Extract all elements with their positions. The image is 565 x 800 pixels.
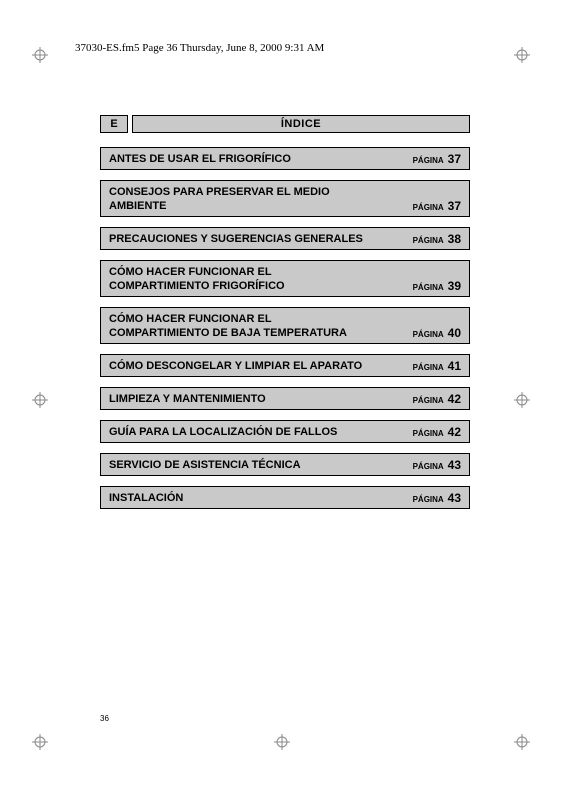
entry-page-ref: PÁGINA 39 — [413, 279, 461, 293]
index-entry: SERVICIO DE ASISTENCIA TÉCNICA PÁGINA 43 — [100, 453, 470, 476]
entry-page-ref: PÁGINA 42 — [413, 425, 461, 439]
registration-mark-icon — [514, 734, 530, 750]
index-entry: CÓMO DESCONGELAR Y LIMPIAR EL APARATO PÁG… — [100, 354, 470, 377]
registration-mark-icon — [32, 47, 48, 63]
index-entry: GUÍA PARA LA LOCALIZACIÓN DE FALLOS PÁGIN… — [100, 420, 470, 443]
entry-page-ref: PÁGINA 43 — [413, 458, 461, 472]
index-entry: CONSEJOS PARA PRESERVAR EL MEDIO AMBIENT… — [100, 180, 470, 217]
entry-title: CÓMO HACER FUNCIONAR EL COMPARTIMIENTO F… — [109, 265, 374, 293]
entry-title: ANTES DE USAR EL FRIGORÍFICO — [109, 152, 291, 166]
document-header: 37030-ES.fm5 Page 36 Thursday, June 8, 2… — [75, 42, 324, 54]
index-entry: CÓMO HACER FUNCIONAR EL COMPARTIMIENTO D… — [100, 307, 470, 344]
entry-page-ref: PÁGINA 41 — [413, 359, 461, 373]
entry-title: INSTALACIÓN — [109, 491, 183, 505]
index-entry: INSTALACIÓN PÁGINA 43 — [100, 486, 470, 509]
title-row: E ÍNDICE — [100, 115, 470, 133]
registration-mark-icon — [514, 47, 530, 63]
entry-title: CÓMO HACER FUNCIONAR EL COMPARTIMIENTO D… — [109, 312, 374, 340]
entry-page-ref: PÁGINA 37 — [413, 199, 461, 213]
registration-mark-icon — [32, 734, 48, 750]
entry-page-ref: PÁGINA 40 — [413, 326, 461, 340]
entry-page-ref: PÁGINA 43 — [413, 491, 461, 505]
language-code-box: E — [100, 115, 128, 133]
page-number: 36 — [100, 714, 109, 723]
entry-title: CÓMO DESCONGELAR Y LIMPIAR EL APARATO — [109, 359, 362, 373]
index-entry: LIMPIEZA Y MANTENIMIENTO PÁGINA 42 — [100, 387, 470, 410]
registration-mark-icon — [32, 392, 48, 408]
index-entry: CÓMO HACER FUNCIONAR EL COMPARTIMIENTO F… — [100, 260, 470, 297]
entry-title: PRECAUCIONES Y SUGERENCIAS GENERALES — [109, 232, 363, 246]
index-entry: PRECAUCIONES Y SUGERENCIAS GENERALES PÁGI… — [100, 227, 470, 250]
entry-title: LIMPIEZA Y MANTENIMIENTO — [109, 392, 266, 406]
entry-title: SERVICIO DE ASISTENCIA TÉCNICA — [109, 458, 301, 472]
entry-page-ref: PÁGINA 38 — [413, 232, 461, 246]
entry-title: GUÍA PARA LA LOCALIZACIÓN DE FALLOS — [109, 425, 337, 439]
index-entry: ANTES DE USAR EL FRIGORÍFICO PÁGINA 37 — [100, 147, 470, 170]
entry-page-ref: PÁGINA 37 — [413, 152, 461, 166]
entry-page-ref: PÁGINA 42 — [413, 392, 461, 406]
index-content: E ÍNDICE ANTES DE USAR EL FRIGORÍFICO PÁG… — [100, 115, 470, 519]
entry-title: CONSEJOS PARA PRESERVAR EL MEDIO AMBIENT… — [109, 185, 374, 213]
registration-mark-icon — [514, 392, 530, 408]
index-title-box: ÍNDICE — [132, 115, 470, 133]
registration-mark-icon — [274, 734, 290, 750]
